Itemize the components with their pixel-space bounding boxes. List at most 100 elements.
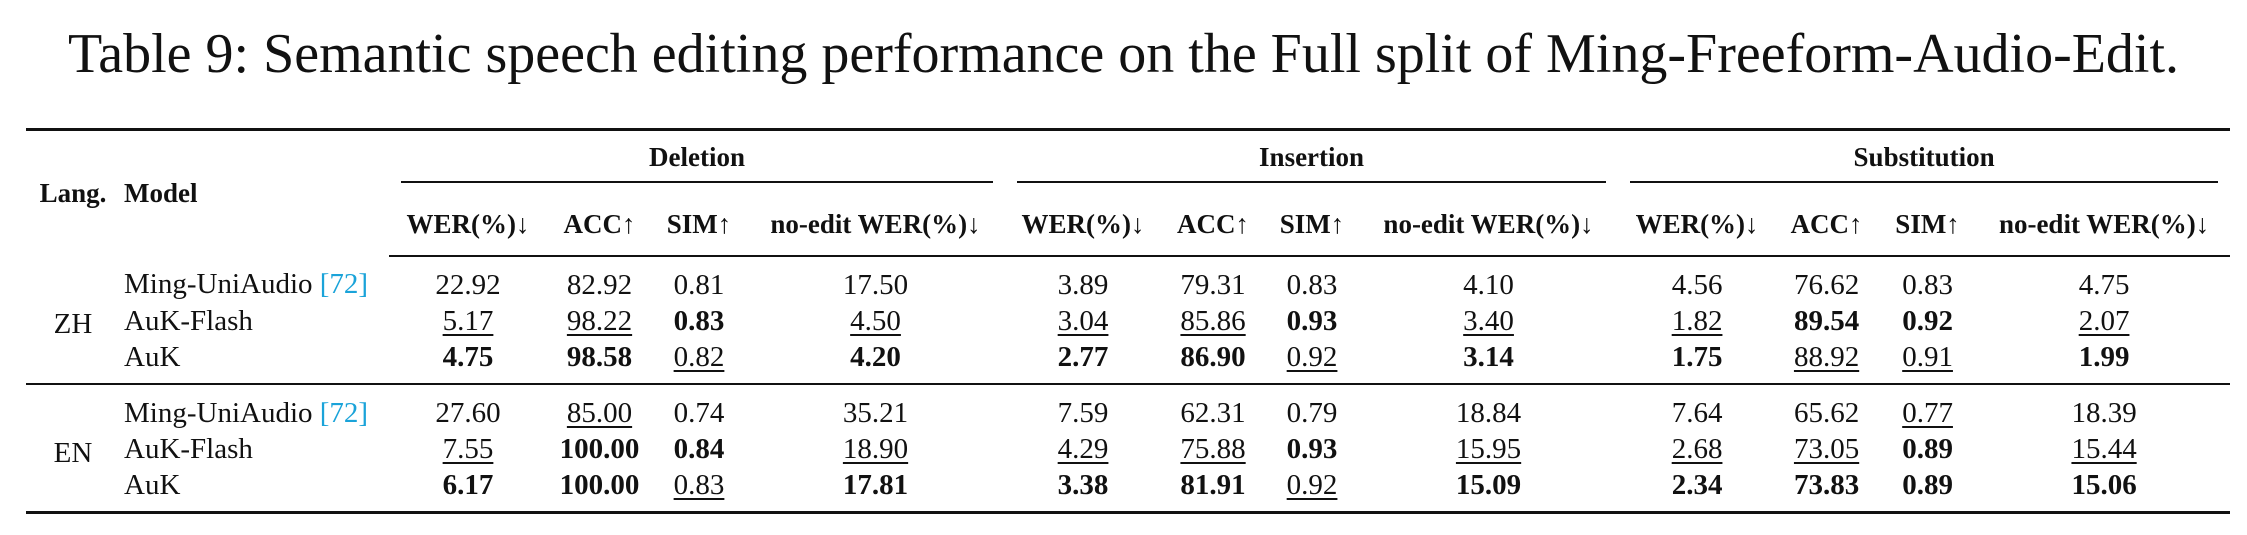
value-cell: 4.75 bbox=[389, 339, 547, 385]
column-header: SIM↑ bbox=[1265, 193, 1360, 257]
value-cell: 2.34 bbox=[1618, 467, 1777, 514]
value-cell: 3.14 bbox=[1359, 339, 1619, 385]
value-cell: 0.81 bbox=[652, 256, 746, 303]
group-header-cell: Substitution bbox=[1618, 128, 2231, 193]
value-cell: 1.75 bbox=[1618, 339, 1777, 385]
header-row: Lang. Model Deletion Insertion Substitution bbox=[26, 128, 2231, 256]
value-cell: 18.84 bbox=[1359, 384, 1618, 431]
value-cell: 81.91 bbox=[1161, 467, 1266, 514]
value-cell: 0.83 bbox=[652, 467, 746, 514]
column-header: no-edit WER(%)↓ bbox=[746, 193, 1006, 257]
value-cell: 18.90 bbox=[746, 431, 1005, 467]
value: 3.38 bbox=[1057, 468, 1109, 501]
value: 98.22 bbox=[566, 304, 633, 337]
column-header: SIM↑ bbox=[1877, 193, 1979, 257]
group-header-cell: Insertion bbox=[1005, 128, 1619, 193]
lang-header: Lang. bbox=[26, 128, 120, 256]
value: 6.17 bbox=[442, 468, 494, 501]
value: 0.89 bbox=[1902, 432, 1953, 465]
value-cell: 100.00 bbox=[547, 431, 652, 467]
value: 15.95 bbox=[1455, 432, 1522, 465]
value: 0.93 bbox=[1286, 432, 1338, 465]
lang-cell: EN bbox=[26, 384, 120, 514]
value: 100.00 bbox=[559, 468, 640, 501]
value: 4.75 bbox=[442, 340, 494, 373]
value: 89.54 bbox=[1793, 304, 1860, 337]
value: 2.68 bbox=[1671, 432, 1723, 465]
value-cell: 0.82 bbox=[652, 339, 746, 385]
value-cell: 0.93 bbox=[1265, 431, 1359, 467]
value: 15.09 bbox=[1455, 468, 1522, 501]
value-cell: 98.58 bbox=[547, 339, 652, 385]
value: 3.40 bbox=[1463, 304, 1514, 337]
value: 3.04 bbox=[1057, 304, 1109, 337]
value: 0.92 bbox=[1286, 340, 1338, 373]
value-cell: 15.06 bbox=[1978, 467, 2231, 514]
value: 85.86 bbox=[1180, 304, 1246, 337]
value-cell: 5.17 bbox=[389, 303, 547, 339]
value-cell: 85.86 bbox=[1161, 303, 1265, 339]
value: 65.62 bbox=[1793, 396, 1860, 429]
value: 1.75 bbox=[1671, 340, 1723, 373]
value: 3.89 bbox=[1057, 268, 1109, 301]
lang-cell: ZH bbox=[26, 256, 120, 385]
data-row: EN Ming-UniAudio [72] 27.60 85.00 0.74 35.21 7… bbox=[26, 384, 2230, 514]
value-cell: 4.75 bbox=[1978, 256, 2230, 303]
value-cell: 89.54 bbox=[1776, 303, 1877, 339]
value-cell: 98.22 bbox=[547, 303, 652, 339]
model-name: Ming-UniAudio bbox=[124, 396, 313, 429]
value-cell: 7.55 bbox=[389, 431, 547, 467]
value: 27.60 bbox=[435, 396, 501, 429]
citation: [72] bbox=[319, 396, 369, 429]
data-row: AuK-Flash 7.55 100.00 0.84 18.90 4.29 75.88 0.9… bbox=[26, 431, 2230, 467]
value-cell: 0.89 bbox=[1877, 431, 1978, 467]
value: 2.34 bbox=[1671, 468, 1723, 501]
value-cell: 82.92 bbox=[547, 256, 652, 303]
value-cell: 4.10 bbox=[1359, 256, 1618, 303]
column-header: SIM↑ bbox=[652, 193, 746, 257]
value: 1.82 bbox=[1671, 304, 1723, 337]
value-cell: 15.44 bbox=[1978, 431, 2230, 467]
value-cell: 35.21 bbox=[746, 384, 1005, 431]
value: 81.91 bbox=[1180, 468, 1246, 501]
value-cell: 0.84 bbox=[652, 431, 746, 467]
value: 0.79 bbox=[1286, 396, 1338, 429]
value: 4.10 bbox=[1463, 268, 1514, 301]
value-cell: 0.83 bbox=[1877, 256, 1978, 303]
value: 18.90 bbox=[842, 432, 909, 465]
value: 1.99 bbox=[2078, 340, 2130, 373]
value-cell: 0.89 bbox=[1877, 467, 1979, 514]
value-cell: 1.82 bbox=[1618, 303, 1776, 339]
value-cell: 3.89 bbox=[1005, 256, 1161, 303]
value-cell: 73.83 bbox=[1776, 467, 1878, 514]
model-cell: AuK-Flash bbox=[120, 303, 389, 339]
group-header: Substitution bbox=[1630, 142, 2219, 183]
value: 0.83 bbox=[1286, 268, 1338, 301]
value: 17.50 bbox=[842, 268, 909, 301]
value-cell: 27.60 bbox=[389, 384, 547, 431]
value: 18.84 bbox=[1455, 396, 1522, 429]
value-cell: 4.56 bbox=[1618, 256, 1776, 303]
value-cell: 73.05 bbox=[1776, 431, 1877, 467]
value-cell: 0.74 bbox=[652, 384, 746, 431]
value: 75.88 bbox=[1180, 432, 1246, 465]
value: 73.05 bbox=[1793, 432, 1860, 465]
results-table: Lang. Model Deletion Insertion Substitution W… bbox=[26, 128, 2231, 514]
value: 17.81 bbox=[842, 468, 909, 501]
value: 2.07 bbox=[2078, 304, 2130, 337]
value: 5.17 bbox=[442, 304, 494, 337]
data-row: ZH Ming-UniAudio [72] 22.92 82.92 0.81 17.50 3… bbox=[26, 256, 2230, 385]
model-name: AuK bbox=[124, 340, 181, 373]
value: 79.31 bbox=[1180, 268, 1246, 301]
value-cell: 62.31 bbox=[1161, 384, 1265, 431]
value: 22.92 bbox=[435, 268, 501, 301]
data-row: AuK 4.75 98.58 0.82 4.20 2.77 86.90 0.92 3.14 1.7… bbox=[26, 339, 2231, 385]
value-cell: 0.92 bbox=[1265, 339, 1360, 385]
value-cell: 0.77 bbox=[1877, 384, 1978, 431]
data-row: AuK-Flash 5.17 98.22 0.83 4.50 3.04 85.86 0.93 3… bbox=[26, 303, 2230, 339]
value-cell: 1.99 bbox=[1978, 339, 2231, 385]
value: 2.77 bbox=[1057, 340, 1109, 373]
value-cell: 0.93 bbox=[1265, 303, 1359, 339]
column-header-row: WER(%)↓ ACC↑ SIM↑ no-edit WER(%)↓ WER(%)↓ ACC… bbox=[26, 193, 2231, 257]
value-cell: 18.39 bbox=[1978, 384, 2230, 431]
